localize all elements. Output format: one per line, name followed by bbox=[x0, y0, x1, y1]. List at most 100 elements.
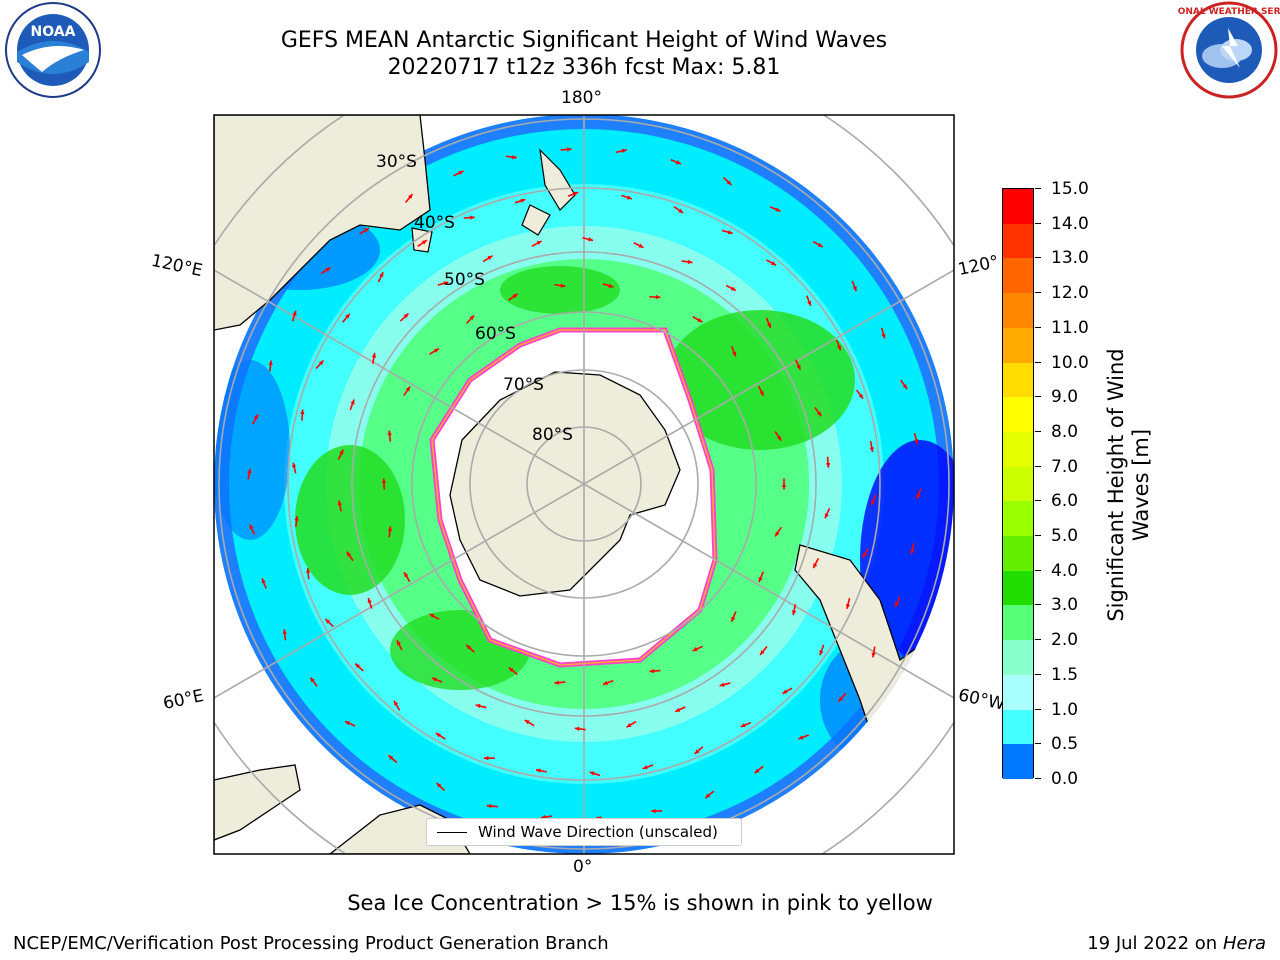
wave-vector-head bbox=[466, 644, 472, 650]
colorbar-segment bbox=[1003, 744, 1033, 780]
wave-vector-head bbox=[566, 147, 572, 152]
colorbar-segment bbox=[1003, 466, 1033, 502]
wave-vector-head bbox=[732, 351, 737, 357]
wave-vector-head bbox=[536, 241, 542, 246]
wave-vector-head bbox=[458, 171, 464, 175]
wave-vector-head bbox=[282, 629, 287, 635]
wave-vector-head bbox=[294, 516, 299, 521]
colorbar bbox=[1002, 188, 1034, 780]
wave-vector-head bbox=[574, 726, 580, 731]
wave-vector-head bbox=[626, 195, 632, 200]
wave-vector-head bbox=[719, 682, 725, 687]
colorbar-tick-label: 6.0 bbox=[1035, 492, 1078, 510]
lat-label-60s: 60°S bbox=[475, 324, 516, 344]
wave-vector-head bbox=[421, 240, 427, 245]
colorbar-segment bbox=[1003, 223, 1033, 259]
wave-vector-head bbox=[325, 267, 331, 272]
wave-vector-head bbox=[443, 281, 449, 286]
colorbar-segment bbox=[1003, 570, 1033, 606]
wave-vector-head bbox=[675, 160, 681, 165]
wave-vector-head bbox=[602, 680, 608, 685]
colorbar-segment bbox=[1003, 293, 1033, 329]
footer-date: 19 Jul 2022 on Hera bbox=[1087, 933, 1266, 954]
wind-wave-vectors bbox=[247, 147, 922, 821]
wave-vector-head bbox=[387, 430, 392, 436]
wave-vector-head bbox=[268, 360, 273, 366]
wave-vector-head bbox=[475, 703, 481, 709]
wave-vector-head bbox=[487, 255, 493, 261]
wave-vector-head bbox=[512, 293, 518, 299]
wave-vector-head bbox=[305, 568, 311, 573]
wave-vector-head bbox=[782, 689, 788, 694]
wave-vector-head bbox=[247, 468, 252, 474]
wave-vector-head bbox=[798, 735, 804, 740]
wave-vector-head bbox=[705, 793, 711, 799]
wave-vector-head bbox=[775, 207, 781, 212]
sea-ice-note: Sea Ice Concentration > 15% is shown in … bbox=[347, 891, 933, 915]
wave-vector-head bbox=[813, 563, 818, 569]
colorbar-tick-label: 1.5 bbox=[1035, 666, 1078, 684]
colorbar-segment bbox=[1003, 674, 1033, 711]
wave-vector-head bbox=[292, 462, 297, 468]
wave-vector-head bbox=[881, 333, 886, 339]
wave-vector-head bbox=[408, 194, 413, 199]
colorbar-tick-label: 0.0 bbox=[1035, 770, 1078, 788]
wave-vector-head bbox=[397, 640, 401, 646]
colorbar-tick-label: 9.0 bbox=[1035, 388, 1078, 406]
wave-vector-head bbox=[727, 230, 733, 235]
wave-vector-head bbox=[862, 552, 868, 558]
wave-vector-head bbox=[405, 386, 411, 392]
wave-vector-head bbox=[675, 707, 681, 712]
colorbar-segment bbox=[1003, 327, 1033, 364]
lat-label-30s: 30°S bbox=[376, 152, 417, 172]
colorbar-tick-label: 2.0 bbox=[1035, 631, 1078, 649]
wave-vector-head bbox=[825, 462, 831, 468]
wave-vector-head bbox=[902, 384, 908, 390]
wave-vector-head bbox=[434, 348, 440, 353]
wave-vector-head bbox=[608, 283, 614, 288]
footer-host: Hera bbox=[1222, 933, 1266, 954]
colorbar-segment bbox=[1003, 501, 1033, 537]
wave-vector-head bbox=[621, 148, 627, 153]
wave-vector-head bbox=[692, 647, 698, 651]
australia-land bbox=[214, 115, 431, 331]
wave-vector-head bbox=[253, 414, 258, 420]
wave-vector-head bbox=[345, 313, 350, 319]
wave-vector-head bbox=[852, 286, 857, 292]
lat-label-80s: 80°S bbox=[532, 425, 573, 445]
wave-vector-head bbox=[325, 618, 331, 624]
lat-label-50s: 50°S bbox=[444, 270, 485, 290]
wave-vector-head bbox=[871, 652, 876, 658]
wave-vector-head bbox=[300, 409, 305, 415]
wave-vector-head bbox=[649, 668, 655, 674]
meridian-lines bbox=[214, 115, 954, 854]
wave-vector-head bbox=[759, 390, 764, 396]
wave-vector-head bbox=[740, 723, 746, 728]
wave-vector-head bbox=[758, 577, 763, 583]
legend-label: Wind Wave Direction (unscaled) bbox=[478, 823, 718, 841]
colorbar-tick-label: 0.5 bbox=[1035, 735, 1078, 753]
colorbar-tick-label: 15.0 bbox=[1035, 180, 1089, 198]
colorbar-tick-label: 8.0 bbox=[1035, 423, 1078, 441]
wave-vector-head bbox=[807, 300, 812, 306]
colorbar-segment bbox=[1003, 362, 1033, 398]
lon-label-0: 0° bbox=[573, 857, 593, 877]
wave-vector-head bbox=[573, 191, 579, 196]
wave-vector-head bbox=[554, 680, 560, 685]
noaa-logo-text: NOAA bbox=[31, 24, 76, 40]
wave-vector-head bbox=[687, 259, 693, 265]
nws-logo-text: NATIONAL WEATHER SERVICE bbox=[1178, 7, 1280, 17]
wave-vector-head bbox=[824, 513, 829, 519]
wave-vector-head bbox=[626, 723, 632, 728]
colorbar-tick-label: 13.0 bbox=[1035, 249, 1089, 267]
chart-title: GEFS MEAN Antarctic Significant Height o… bbox=[280, 28, 888, 53]
wave-vector-head bbox=[817, 411, 822, 417]
map-legend: Wind Wave Direction (unscaled) bbox=[426, 818, 742, 846]
wave-vector-head bbox=[836, 345, 841, 351]
wave-vector-head bbox=[261, 578, 266, 584]
wave-vector-head bbox=[339, 449, 344, 455]
wave-vector-head bbox=[337, 500, 342, 506]
wave-vector-head bbox=[697, 317, 703, 323]
new-zealand-land bbox=[539, 148, 576, 211]
colorbar-tick-label: 7.0 bbox=[1035, 458, 1078, 476]
